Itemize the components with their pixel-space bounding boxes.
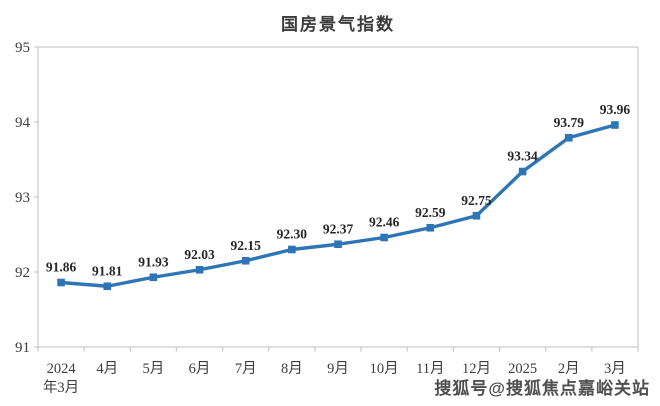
x-axis-label: 11月 [416,361,444,377]
data-label: 91.81 [92,263,123,278]
data-point [149,273,158,282]
x-axis-label: 年3月 [43,379,79,396]
data-point [426,223,435,232]
data-label: 91.86 [46,260,77,275]
data-label: 91.93 [138,254,169,269]
x-axis-label: 9月 [327,361,349,377]
x-axis-label: 10月 [370,361,399,377]
x-axis-label: 2024 [47,361,77,377]
plot-border [37,46,639,348]
data-point [518,167,527,176]
x-axis-label: 6月 [189,361,211,377]
data-point [288,245,296,254]
data-point [611,121,619,129]
data-label: 93.96 [600,102,631,117]
x-axis-label: 12月 [462,361,491,377]
data-point [103,282,112,291]
x-axis-label: 8月 [281,361,303,377]
data-label: 92.75 [461,193,492,208]
data-label: 92.59 [415,205,446,220]
x-axis-label: 2025 [508,361,537,377]
y-axis-label: 93 [15,190,30,206]
chart-title: 国房景气指数 [281,15,395,34]
data-label: 93.34 [507,149,538,164]
data-point [57,278,65,287]
y-axis-label: 94 [15,115,31,131]
data-point [241,256,250,265]
data-label: 92.15 [231,238,262,253]
x-axis-label: 5月 [143,361,165,377]
x-axis-label: 3月 [604,361,626,377]
x-axis-label: 7月 [235,361,257,377]
x-axis-label: 4月 [96,361,118,377]
data-point [564,133,573,142]
data-point [472,211,481,220]
watermark-text: 搜狐号@搜狐焦点嘉峪关站 [434,379,650,398]
data-label: 93.79 [554,115,585,130]
data-point [380,233,388,242]
data-label: 92.30 [277,227,308,242]
data-label: 92.37 [323,221,354,236]
y-axis-label: 91 [15,340,30,356]
y-axis-label: 95 [15,40,30,56]
data-point [334,240,342,249]
x-axis-label: 2月 [558,361,580,377]
y-axis-label: 92 [15,265,30,281]
data-label: 92.03 [184,247,215,262]
data-point [195,265,204,274]
data-label: 92.46 [369,215,400,230]
